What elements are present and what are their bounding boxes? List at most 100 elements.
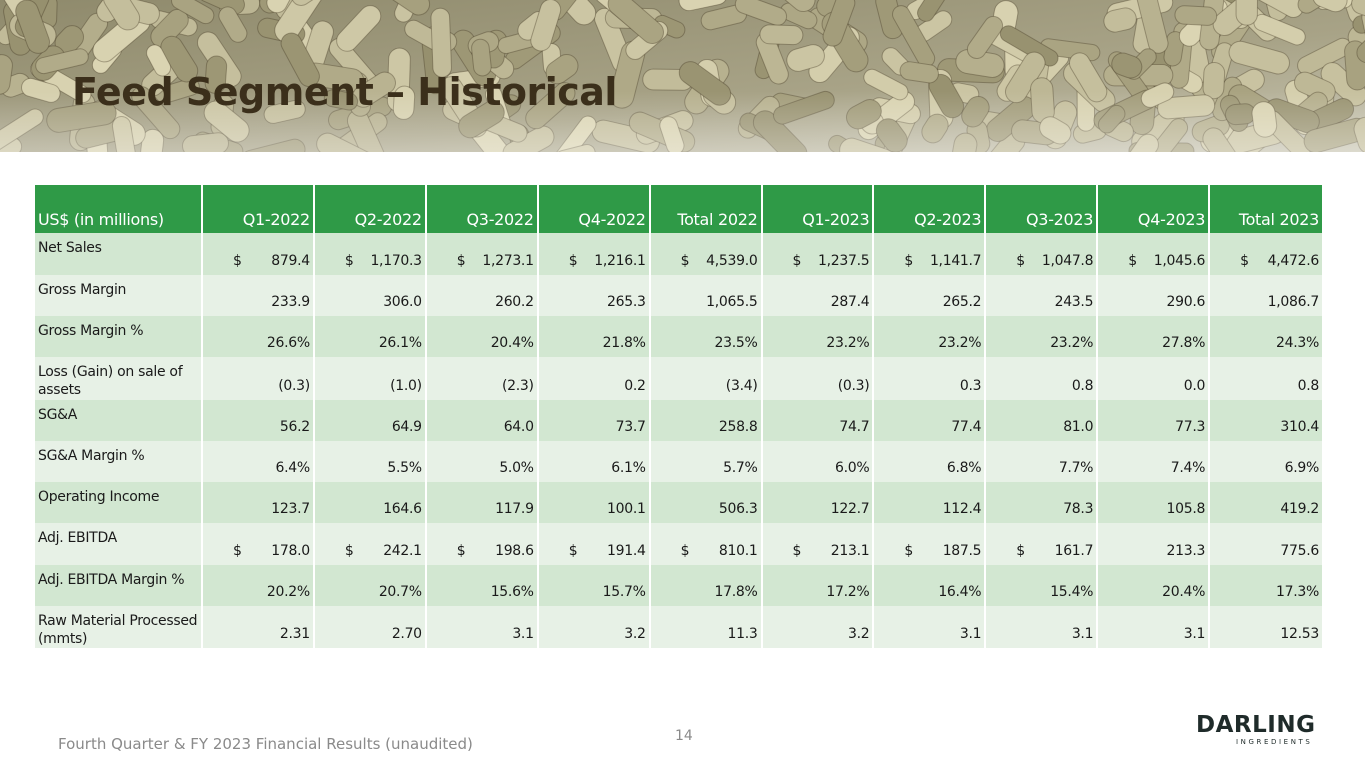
value-cell: 5.7%: [650, 441, 763, 482]
value-cell: $1,045.6: [1098, 233, 1211, 275]
value-cell: 20.2%: [203, 565, 315, 606]
value-cell: 105.8: [1098, 482, 1211, 523]
header-cell: Q3-2023: [986, 185, 1099, 233]
value-cell: $1,047.8: [986, 233, 1099, 275]
value-cell: $879.4: [203, 233, 315, 275]
value-cell: 265.2: [874, 275, 987, 316]
row-label: Adj. EBITDA: [35, 523, 203, 565]
value-cell: 0.3: [874, 357, 987, 400]
value-cell: 64.9: [314, 400, 427, 441]
value-cell: 21.8%: [538, 316, 651, 357]
value-cell: $242.1: [314, 523, 427, 565]
currency: $: [568, 543, 578, 559]
logo: DARLING: [1196, 712, 1316, 738]
header-cell: Q2-2022: [314, 185, 427, 233]
value-cell: 243.5: [986, 275, 1099, 316]
value-cell: 73.7: [538, 400, 651, 441]
value-cell: $178.0: [203, 523, 315, 565]
amount: 161.7: [1054, 543, 1094, 559]
value-cell: 12.53: [1210, 606, 1322, 648]
amount: 810.1: [718, 543, 758, 559]
currency: $: [233, 253, 242, 269]
value-cell: 1,086.7: [1210, 275, 1322, 316]
value-cell: 1,065.5: [650, 275, 763, 316]
row-label: SG&A: [35, 400, 203, 441]
value-cell: $810.1: [650, 523, 763, 565]
value-cell: 15.6%: [426, 565, 539, 606]
value-cell: $213.1: [762, 523, 875, 565]
title: Feed Segment – Historical: [72, 70, 617, 114]
value-cell: $4,472.6: [1210, 233, 1322, 275]
header-cell: Q1-2022: [203, 185, 315, 233]
value-cell: 310.4: [1210, 400, 1322, 441]
value-cell: 64.0: [426, 400, 539, 441]
value-cell: 7.4%: [1098, 441, 1211, 482]
value-cell: 306.0: [314, 275, 427, 316]
row-label: Gross Margin: [35, 275, 203, 316]
currency: $: [456, 253, 466, 269]
value-cell: 26.1%: [314, 316, 427, 357]
value-cell: 0.8: [1210, 357, 1322, 400]
currency: $: [568, 253, 578, 269]
value-cell: 265.3: [538, 275, 651, 316]
amount: 1,273.1: [482, 253, 534, 269]
value-cell: 0.8: [986, 357, 1099, 400]
page-number: 14: [675, 728, 693, 744]
value-cell: 23.2%: [874, 316, 987, 357]
banner-fade: [0, 0, 1365, 152]
value-cell: 6.1%: [538, 441, 651, 482]
value-cell: $187.5: [874, 523, 987, 565]
header-cell: Q4-2022: [538, 185, 651, 233]
value-cell: 81.0: [986, 400, 1099, 441]
value-cell: 122.7: [762, 482, 875, 523]
header-cell: Q4-2023: [1098, 185, 1211, 233]
header-cell: Total 2022: [650, 185, 763, 233]
value-cell: 17.3%: [1210, 565, 1322, 606]
value-cell: $191.4: [538, 523, 651, 565]
value-cell: 5.5%: [314, 441, 427, 482]
value-cell: 15.4%: [986, 565, 1099, 606]
header-cell: US$ (in millions): [35, 185, 203, 233]
value-cell: 775.6: [1210, 523, 1322, 565]
table: US$ (in millions) Q1-2022 Q2-2022 Q3-2022 Q4…: [35, 185, 1322, 648]
value-cell: (1.0): [314, 357, 427, 400]
value-cell: 3.1: [986, 606, 1099, 648]
currency: $: [680, 543, 690, 559]
value-cell: 74.7: [762, 400, 875, 441]
value-cell: 17.2%: [762, 565, 875, 606]
value-cell: 15.7%: [538, 565, 651, 606]
amount: 191.4: [607, 543, 646, 559]
value-cell: 27.8%: [1098, 316, 1211, 357]
footer-text: Fourth Quarter & FY 2023 Financial Resul…: [58, 735, 473, 753]
header-cell: Q3-2022: [426, 185, 539, 233]
currency: $: [904, 543, 913, 559]
currency: $: [792, 543, 802, 559]
value-cell: 0.2: [538, 357, 651, 400]
value-cell: $1,273.1: [426, 233, 539, 275]
value-cell: 506.3: [650, 482, 763, 523]
amount: 187.5: [942, 543, 982, 559]
value-cell: 3.2: [538, 606, 651, 648]
value-cell: 0.0: [1098, 357, 1211, 400]
value-cell: $161.7: [986, 523, 1099, 565]
value-cell: 23.2%: [986, 316, 1099, 357]
value-cell: 23.2%: [762, 316, 875, 357]
currency: $: [1128, 253, 1137, 269]
value-cell: 20.7%: [314, 565, 427, 606]
amount: 178.0: [271, 543, 310, 559]
amount: 1,045.6: [1153, 253, 1206, 269]
value-cell: 16.4%: [874, 565, 987, 606]
value-cell: 100.1: [538, 482, 651, 523]
currency: $: [1016, 253, 1025, 269]
value-cell: 5.0%: [426, 441, 539, 482]
amount: 1,047.8: [1041, 253, 1094, 269]
currency: $: [680, 253, 690, 269]
row-label: Adj. EBITDA Margin %: [35, 565, 203, 606]
value-cell: 3.1: [1098, 606, 1211, 648]
value-cell: (3.4): [650, 357, 763, 400]
row-label: Operating Income: [35, 482, 203, 523]
value-cell: 258.8: [650, 400, 763, 441]
value-cell: 6.9%: [1210, 441, 1322, 482]
value-cell: 290.6: [1098, 275, 1211, 316]
